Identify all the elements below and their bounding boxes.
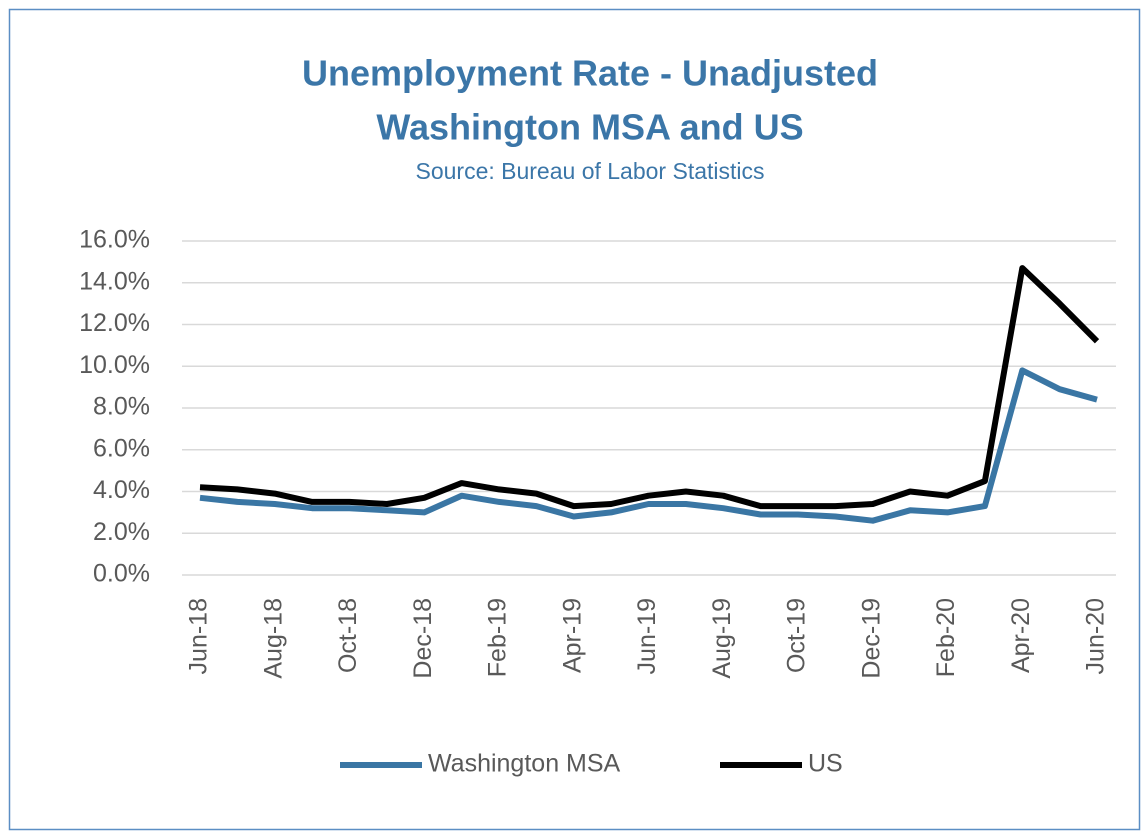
y-tick-label: 14.0%	[79, 267, 150, 295]
x-tick-label: Dec-18	[409, 598, 437, 679]
series-line	[199, 367, 1098, 524]
y-tick-label: 12.0%	[79, 309, 150, 337]
x-tick-label: Dec-19	[857, 598, 885, 679]
y-tick-label: 0.0%	[93, 560, 150, 588]
chart-title: Washington MSA and US	[376, 107, 803, 148]
x-tick-label: Apr-19	[558, 598, 586, 673]
series-line	[199, 265, 1100, 510]
chart-subtitle: Source: Bureau of Labor Statistics	[415, 158, 764, 184]
y-tick-label: 6.0%	[93, 434, 150, 462]
y-tick-label: 2.0%	[93, 518, 150, 546]
x-tick-label: Oct-19	[783, 598, 811, 673]
x-tick-label: Jun-18	[185, 598, 213, 674]
x-tick-label: Aug-18	[259, 598, 287, 679]
x-tick-label: Aug-19	[708, 598, 736, 679]
x-tick-label: Feb-19	[484, 598, 512, 677]
y-tick-label: 8.0%	[93, 393, 150, 421]
y-tick-label: 10.0%	[79, 351, 150, 379]
legend-label: US	[808, 750, 843, 778]
chart-frame	[8, 8, 1141, 831]
x-tick-label: Apr-20	[1007, 598, 1035, 673]
x-tick-label: Jun-19	[633, 598, 661, 674]
x-tick-label: Feb-20	[932, 598, 960, 677]
x-tick-label: Jun-20	[1082, 598, 1110, 674]
y-tick-label: 16.0%	[79, 226, 150, 254]
x-tick-label: Oct-18	[334, 598, 362, 673]
y-tick-label: 4.0%	[93, 476, 150, 504]
legend-label: Washington MSA	[428, 750, 621, 778]
chart-title: Unemployment Rate - Unadjusted	[302, 53, 878, 94]
